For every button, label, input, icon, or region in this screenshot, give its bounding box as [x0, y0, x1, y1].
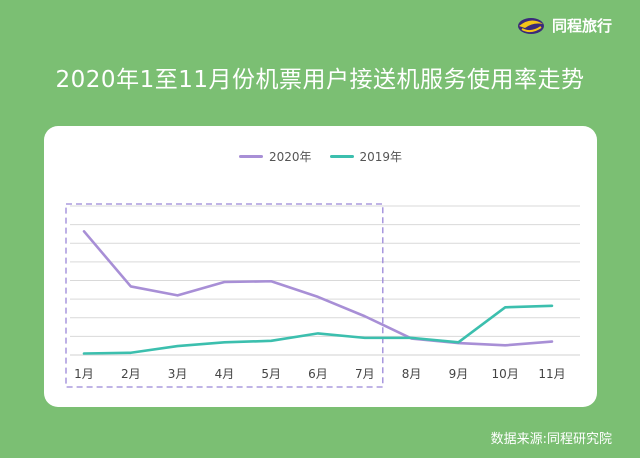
brand-name: 同程旅行 [551, 16, 612, 35]
x-tick-label: 7月 [355, 367, 375, 381]
chart-card: 2020年 2019年 1月 2月 3月 4月 5月 6月 7月 8月 9月 10月 11月 [44, 126, 597, 407]
data-source: 数据来源:同程研究院 [490, 432, 612, 447]
brand: 同程旅行 [516, 14, 612, 36]
legend-label-2019: 2019年 [359, 150, 403, 164]
highlight-box [65, 203, 384, 388]
legend-swatch-2020 [238, 155, 263, 158]
line-chart: 1月 2月 3月 4月 5月 6月 7月 8月 9月 10月 11月 [65, 203, 580, 388]
x-tick-label: 11月 [538, 367, 565, 381]
legend-label-2020: 2020年 [268, 150, 312, 164]
legend-item-2019: 2019年 [329, 148, 403, 165]
tongcheng-logo-icon [517, 18, 544, 34]
chart-legend: 2020年 2019年 [44, 148, 597, 165]
x-tick-label: 4月 [215, 367, 235, 381]
x-tick-label: 5月 [261, 367, 281, 381]
x-tick-label: 6月 [308, 367, 328, 381]
page-title: 2020年1至11月份机票用户接送机服务使用率走势 [55, 67, 585, 93]
x-tick-label: 2月 [121, 367, 141, 381]
x-tick-label: 1月 [74, 367, 94, 381]
x-tick-label: 3月 [168, 367, 188, 381]
x-tick-label: 9月 [449, 367, 469, 381]
x-tick-label: 10月 [492, 367, 519, 381]
x-tick-label: 8月 [402, 367, 422, 381]
legend-item-2020: 2020年 [238, 148, 312, 165]
legend-swatch-2019 [329, 155, 354, 158]
series-2020-line [82, 230, 554, 347]
series-2019-line [82, 304, 554, 355]
